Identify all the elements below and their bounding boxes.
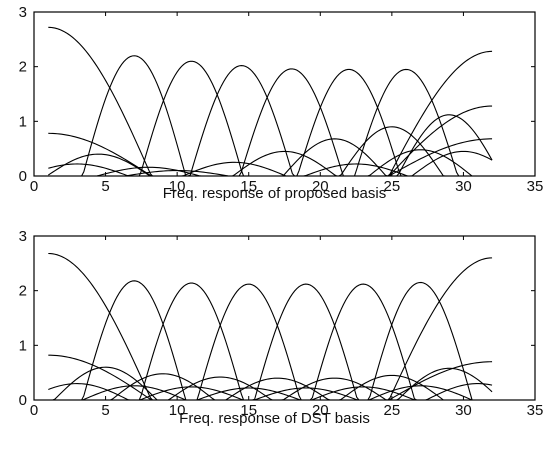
- x-tick-label: 15: [240, 402, 257, 419]
- series-line-12: [48, 126, 493, 176]
- series-line-15: [48, 163, 493, 176]
- series-line-18: [48, 383, 493, 400]
- series-line-17: [48, 161, 493, 176]
- x-tick-label: 35: [527, 402, 544, 419]
- series-line-2: [48, 280, 493, 400]
- series-line-9: [48, 354, 493, 400]
- x-tick-label: 0: [30, 402, 38, 419]
- series-line-4: [48, 283, 493, 400]
- series-line-13: [48, 114, 493, 176]
- x-tick-label: 30: [455, 178, 472, 195]
- x-tick-label: 0: [30, 178, 38, 195]
- x-tick-label: 25: [384, 402, 401, 419]
- x-tick-label: 5: [101, 178, 109, 195]
- series-line-16: [48, 367, 493, 400]
- series-line-1: [48, 252, 493, 400]
- y-tick-label: 0: [19, 168, 27, 185]
- series-line-23: [48, 138, 493, 176]
- series-line-8: [48, 50, 493, 176]
- y-tick-label: 1: [19, 337, 27, 354]
- x-tick-label: 25: [384, 178, 401, 195]
- series-line-11: [48, 138, 493, 176]
- series-line-8: [48, 257, 493, 400]
- series-line-2: [48, 55, 493, 176]
- x-axis-label: Freq. response of DST basis: [179, 410, 370, 427]
- axes-frame: [33, 235, 536, 401]
- axes-frame: [33, 11, 536, 177]
- x-tick-label: 20: [312, 402, 329, 419]
- series-line-24: [48, 385, 493, 400]
- series-line-17: [48, 361, 493, 400]
- series-line-14: [48, 105, 493, 176]
- x-axis-label: Freq. response of proposed basis: [163, 185, 386, 202]
- series-line-21: [48, 387, 493, 400]
- y-tick-label: 0: [19, 392, 27, 409]
- series-line-9: [48, 132, 493, 176]
- series-line-10: [48, 153, 493, 176]
- x-tick-label: 10: [169, 178, 186, 195]
- series-line-12: [48, 376, 493, 400]
- y-tick-label: 2: [19, 283, 27, 300]
- series-group: [48, 252, 493, 400]
- x-tick-label: 15: [240, 178, 257, 195]
- y-tick-label: 3: [19, 228, 27, 245]
- series-line-13: [48, 377, 493, 400]
- series-group: [48, 26, 493, 176]
- series-line-11: [48, 373, 493, 400]
- series-line-3: [48, 60, 493, 176]
- series-line-10: [48, 366, 493, 400]
- y-tick-label: 2: [19, 59, 27, 76]
- x-tick-label: 35: [527, 178, 544, 195]
- series-line-16: [48, 166, 493, 176]
- series-line-6: [48, 68, 493, 176]
- bottom-chart: 0 5 10 15 20 25 30 35 0 1 2 3 Freq. response of DST …: [19, 228, 544, 427]
- y-tick-label: 3: [19, 4, 27, 21]
- series-line-22: [48, 387, 493, 400]
- x-tick-label: 20: [312, 178, 329, 195]
- series-line-19: [48, 385, 493, 400]
- x-tick-label: 30: [455, 402, 472, 419]
- series-line-5: [48, 68, 493, 176]
- series-line-15: [48, 374, 493, 400]
- series-line-4: [48, 65, 493, 176]
- series-line-7: [48, 281, 493, 400]
- series-line-20: [48, 150, 493, 176]
- top-chart: 0 5 10 15 20 25 30 35 0 1 2 3 Freq. response of prop…: [19, 4, 544, 202]
- y-tick-label: 1: [19, 113, 27, 130]
- series-line-5: [48, 283, 493, 400]
- series-line-19: [48, 149, 493, 176]
- series-line-18: [48, 150, 493, 176]
- x-tick-label: 10: [169, 402, 186, 419]
- series-line-7: [48, 68, 493, 176]
- x-tick-label: 5: [101, 402, 109, 419]
- series-line-1: [48, 26, 493, 176]
